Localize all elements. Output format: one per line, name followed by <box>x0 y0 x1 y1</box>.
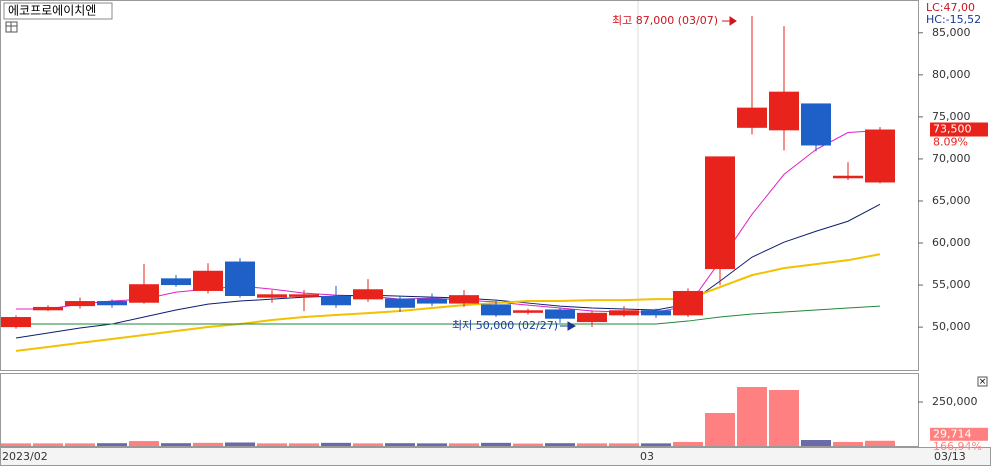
volume-bar <box>161 443 191 446</box>
volume-bar <box>321 442 351 446</box>
candle-body <box>353 289 383 300</box>
volume-bar <box>545 443 575 446</box>
candle-body <box>641 310 671 316</box>
y-tick-label: 85,000 <box>932 26 971 39</box>
candle-body <box>737 107 767 128</box>
y-tick-label: 80,000 <box>932 68 971 81</box>
candle-body <box>289 294 319 297</box>
title: 에코프로에이치엔 <box>8 4 96 18</box>
volume-bar <box>65 443 95 446</box>
title-box[interactable] <box>3 2 113 20</box>
x-label: 03 <box>640 450 654 463</box>
candle-body <box>577 312 607 323</box>
volume-bar <box>705 412 735 446</box>
candle-body <box>705 156 735 270</box>
candle-body <box>481 304 511 316</box>
candle-body <box>513 310 543 313</box>
header-hc: HC:-15,52 <box>926 13 981 26</box>
volume-bar <box>417 443 447 446</box>
volume-label-box <box>930 427 988 441</box>
candle-body <box>801 103 831 146</box>
arrow <box>722 16 737 26</box>
candle-body <box>129 284 159 303</box>
header-lc: LC:47,00 <box>926 1 975 14</box>
volume-bar <box>97 443 127 446</box>
candle-body <box>769 91 799 131</box>
volume-bar <box>1 443 31 446</box>
price-label: 73,500 <box>933 123 972 136</box>
candle-body <box>417 298 447 304</box>
volume-bar <box>257 443 287 446</box>
volume-bar <box>225 442 255 446</box>
close-icon: × <box>979 377 987 387</box>
y-tick-label: 75,000 <box>932 110 971 123</box>
candle-body <box>225 261 255 296</box>
candle-body <box>449 295 479 304</box>
volume-bar <box>129 441 159 446</box>
candle-body <box>161 278 191 286</box>
volume-bar <box>193 442 223 446</box>
candle-body <box>257 294 287 298</box>
volume-bar <box>481 442 511 446</box>
volume-bar <box>769 390 799 446</box>
volume-bar <box>577 443 607 446</box>
volume-bar <box>353 443 383 446</box>
candle-body <box>609 310 639 316</box>
volume-bar <box>609 443 639 446</box>
volume-bar <box>737 387 767 446</box>
time-axis <box>0 447 991 466</box>
volume-bar <box>673 441 703 446</box>
arrow <box>560 321 577 331</box>
candle-body <box>33 306 63 311</box>
price-panel <box>0 0 919 371</box>
moving-average <box>16 130 881 313</box>
candle-body <box>1 317 31 328</box>
candle-body <box>865 129 895 183</box>
volume-bar <box>641 443 671 446</box>
volume-bar <box>833 441 863 446</box>
volume-change-pct: 166,94% <box>933 440 982 453</box>
y-tick-label: 70,000 <box>932 152 971 165</box>
candle-body <box>65 301 95 307</box>
y-tick-label: 60,000 <box>932 236 971 249</box>
candle-body <box>385 298 415 308</box>
high-annotation: 최고 87,000 (03/07) <box>612 14 718 27</box>
y-tick-label: 50,000 <box>932 320 971 333</box>
moving-average <box>16 305 881 325</box>
candle-body <box>833 175 863 179</box>
volume-bar <box>33 443 63 446</box>
volume-bar <box>385 443 415 446</box>
candle-body <box>193 270 223 291</box>
volume-tick-label: 250,000 <box>932 395 978 408</box>
x-label: 03/13 <box>934 450 966 463</box>
close-button[interactable] <box>977 376 988 387</box>
volume-bar <box>865 440 895 446</box>
change-pct: 8.09% <box>933 136 968 149</box>
low-annotation: 최저 50,000 (02/27) <box>452 319 558 332</box>
candle-body <box>545 309 575 319</box>
x-label: 2023/02 <box>2 450 48 463</box>
volume-bar <box>449 443 479 446</box>
candle-body <box>673 290 703 316</box>
candle-body <box>97 301 127 306</box>
y-tick-label: 55,000 <box>932 278 971 291</box>
volume-bar <box>801 440 831 446</box>
volume-bar <box>289 443 319 446</box>
moving-average <box>15 253 881 352</box>
candle-body <box>321 296 351 306</box>
y-tick-label: 65,000 <box>932 194 971 207</box>
price-label-box <box>930 122 988 137</box>
volume-bar <box>513 443 543 446</box>
volume-label: 29,714 <box>933 427 972 440</box>
moving-average <box>15 203 881 339</box>
